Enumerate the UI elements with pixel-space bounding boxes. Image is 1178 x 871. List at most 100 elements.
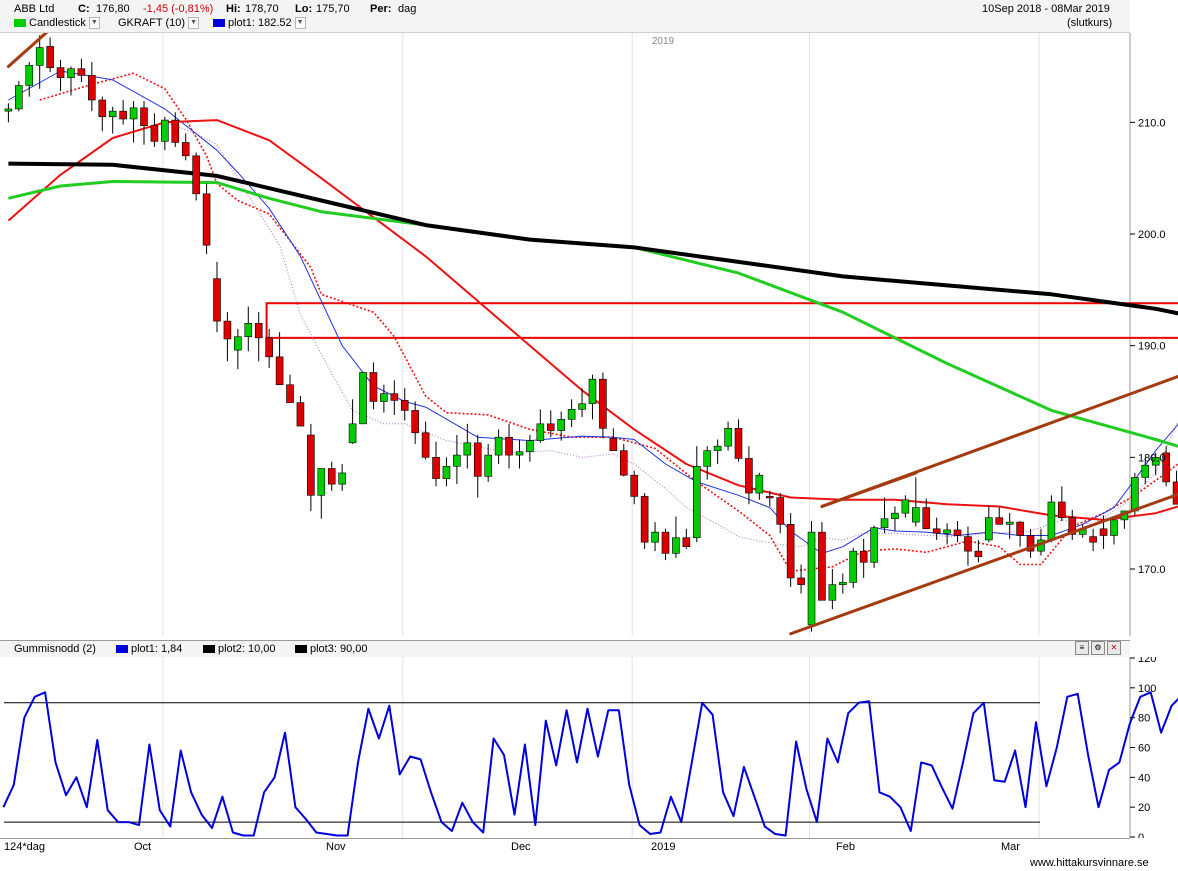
candle-body (630, 474, 639, 497)
candle-body (661, 531, 670, 554)
x-axis-corner: 124*dag (4, 841, 45, 853)
candle-body (807, 531, 816, 626)
legend-sub-plot1[interactable]: plot1: 1,84 (116, 643, 182, 655)
candle-body (56, 67, 65, 78)
candle-body (119, 110, 127, 120)
candle-body (912, 507, 920, 523)
legend-sub-plot2[interactable]: plot2: 10,00 (203, 643, 276, 655)
trend-line (6, 33, 49, 68)
close-icon[interactable]: ✕ (1107, 641, 1121, 655)
candle-body (567, 409, 576, 420)
x-tick-oct: Oct (134, 841, 152, 853)
sub-plot1-label: plot1: 1,84 (131, 643, 183, 655)
low-value: 175,70 (316, 3, 350, 15)
settings-icon[interactable]: ⚙ (1091, 641, 1105, 655)
legend-gkraft[interactable]: GKRAFT (10) ▼ (118, 17, 200, 30)
candle-body (98, 99, 107, 118)
x-tick-feb: Feb (836, 841, 855, 853)
candle-body (484, 454, 492, 477)
candle-body (546, 423, 555, 431)
candle-body (192, 155, 200, 195)
candle-body (1151, 457, 1160, 466)
candle-body (599, 378, 607, 429)
candle-body (15, 85, 23, 110)
candle-body (348, 423, 357, 444)
y-tick-label: 210.0 (1138, 117, 1166, 129)
chevron-down-icon[interactable]: ▼ (294, 17, 306, 30)
indicator-header: Gummisnodd (2) plot1: 1,84 plot2: 10,00 … (0, 640, 1130, 658)
legend-candlestick[interactable]: Candlestick ▼ (14, 17, 100, 30)
candle-body (317, 468, 326, 496)
candle-body (724, 427, 732, 447)
candle-body (891, 512, 899, 520)
candle-body (67, 68, 75, 78)
candle-body (870, 527, 878, 563)
ma-black-line (8, 161, 1178, 316)
legend-gkraft-label: GKRAFT (10) (118, 17, 186, 29)
candle-body (380, 393, 388, 402)
legend-sub-plot3[interactable]: plot3: 90,00 (295, 643, 368, 655)
candle-body (515, 451, 524, 456)
candle-body (223, 320, 232, 340)
candle-body (1068, 517, 1077, 535)
high-label: Hi: (226, 3, 241, 15)
candle-body (797, 577, 805, 585)
candle-body (432, 457, 440, 479)
candle-body (265, 337, 273, 358)
candle-body (213, 278, 221, 322)
candle-body (1005, 521, 1014, 525)
candle-body (588, 378, 597, 405)
candle-body (359, 372, 367, 425)
ma-blue-line (8, 70, 1178, 554)
candle-body (369, 372, 378, 402)
candle-body (453, 454, 461, 467)
candle-body (129, 107, 138, 120)
osc-y-tick-label: 80 (1138, 713, 1150, 725)
candle-body (181, 142, 190, 157)
candle-body (161, 119, 169, 142)
candle-body (338, 472, 346, 485)
chart-header: ABB Ltd C: 176,80 -1,45 (-0,81%) Hi: 178… (0, 0, 1130, 33)
trend-line (789, 492, 1178, 636)
candle-body (557, 419, 565, 431)
candle-body (307, 434, 315, 496)
candle-body (442, 465, 451, 479)
candle-body (1172, 481, 1178, 505)
legend-plot1[interactable]: plot1: 182.52 ▼ (213, 17, 306, 30)
candle-body (1162, 452, 1170, 483)
candle-body (901, 499, 910, 514)
candle-body (1016, 521, 1024, 536)
candle-body (932, 528, 941, 534)
y-tick-label: 170.0 (1138, 564, 1166, 576)
osc-plot1-line (2, 691, 1178, 837)
document-icon[interactable]: ≡ (1075, 641, 1089, 655)
x-tick-nov: Nov (326, 841, 346, 853)
candle-body (765, 496, 774, 499)
candle-body (640, 496, 649, 543)
candle-body (400, 400, 409, 411)
candle-body (202, 193, 211, 246)
candle-body (1089, 536, 1097, 543)
candle-body (943, 529, 951, 534)
chevron-down-icon[interactable]: ▼ (188, 17, 200, 30)
oscillator-chart: 0 20 40 60 80 100 120 (0, 657, 1178, 838)
chevron-down-icon[interactable]: ▼ (88, 17, 100, 30)
candle-body (88, 75, 96, 101)
candle-body (526, 440, 534, 453)
candle-body (286, 384, 294, 403)
period-value: dag (398, 3, 417, 15)
candle-body (745, 458, 753, 494)
candle-body (786, 524, 795, 579)
candle-body (494, 436, 503, 456)
candle-body (536, 423, 545, 441)
trend-line (820, 471, 918, 508)
osc-y-tick-label: 60 (1138, 743, 1150, 755)
candle-body (150, 125, 159, 142)
candle-body (473, 442, 482, 477)
candle-body (46, 46, 54, 68)
x-tick-mar: Mar (1001, 841, 1020, 853)
candle-body (922, 507, 931, 530)
sub-plot3-label: plot3: 90,00 (310, 643, 368, 655)
candle-body (974, 550, 983, 558)
candle-body (505, 436, 513, 456)
